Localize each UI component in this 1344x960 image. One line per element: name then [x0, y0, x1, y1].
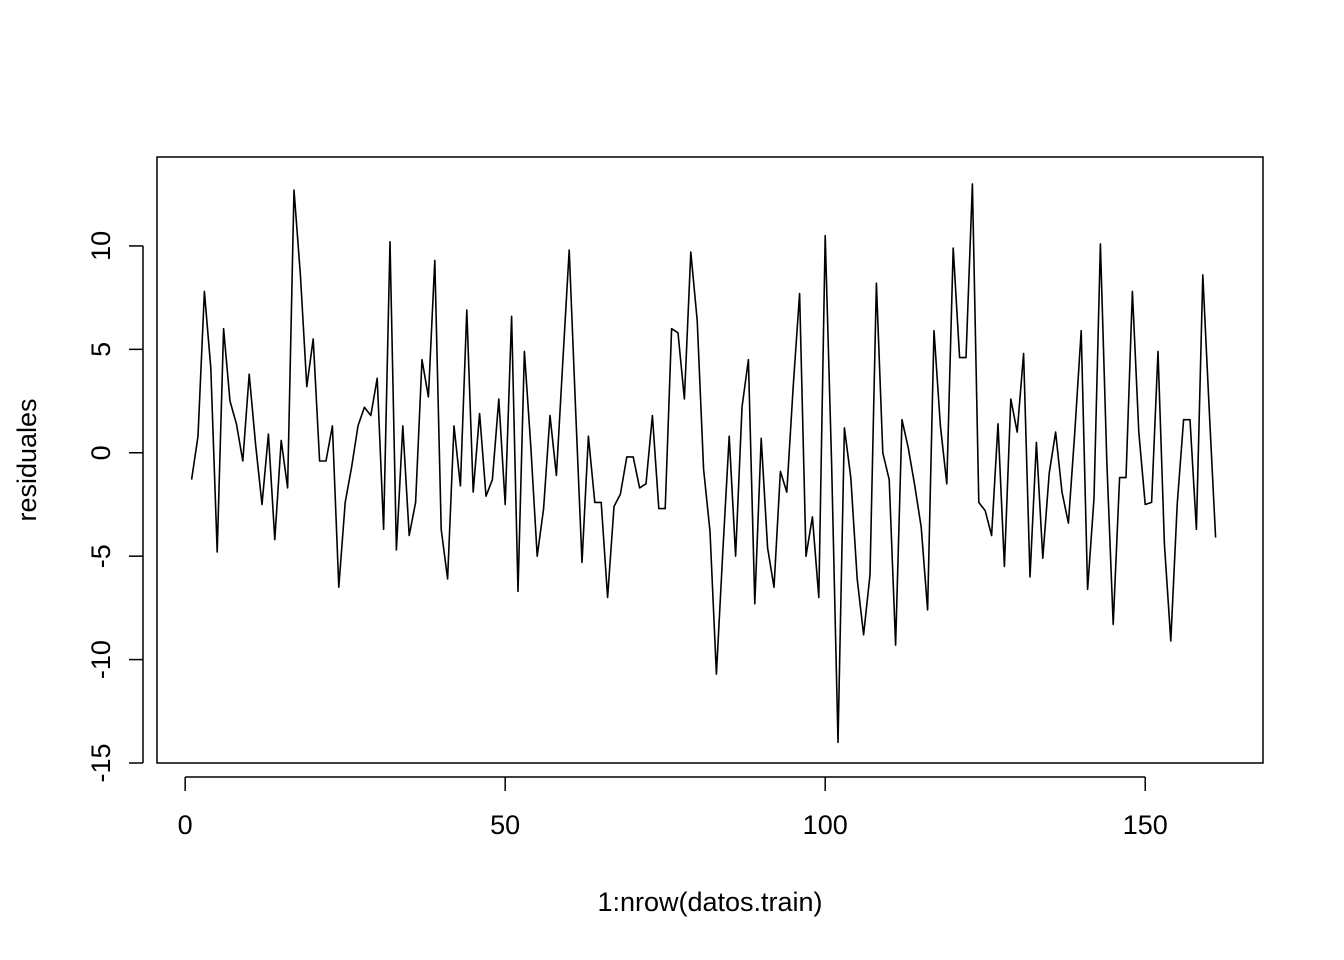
y-tick-label: 0 — [86, 445, 116, 460]
plot-frame — [156, 156, 1264, 764]
y-tick-label: -15 — [86, 743, 116, 782]
y-axis: -15 -10 -5 0 5 10 — [86, 231, 144, 783]
x-axis: 0 50 100 150 — [178, 776, 1168, 840]
x-tick-label: 150 — [1123, 810, 1168, 840]
x-tick-label: 50 — [490, 810, 520, 840]
y-tick-label: 10 — [86, 231, 116, 261]
x-axis-title: 1:nrow(datos.train) — [597, 887, 822, 917]
y-tick-label: -10 — [86, 640, 116, 679]
x-tick-label: 0 — [178, 810, 193, 840]
y-tick-label: -5 — [86, 544, 116, 568]
x-tick-label: 100 — [803, 810, 848, 840]
y-axis-title: residuales — [12, 398, 42, 521]
y-tick-label: 5 — [86, 342, 116, 357]
residual-series-line — [190, 183, 1217, 744]
